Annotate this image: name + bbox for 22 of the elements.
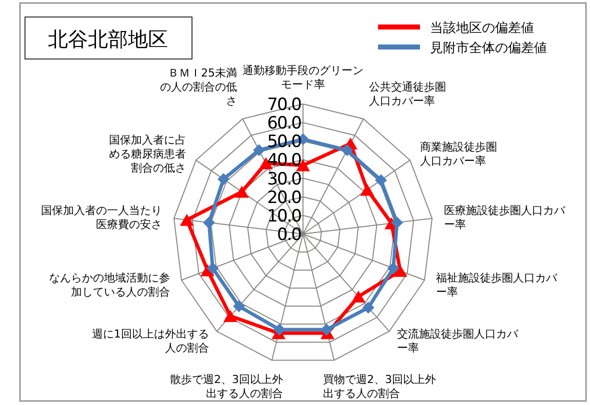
- y-tick-label: 30.0: [267, 169, 302, 190]
- spoke-label: 交流施設徒歩圏人口カバー率: [397, 327, 520, 354]
- spoke-label: 福祉施設徒歩圏人口カバー率: [436, 271, 558, 298]
- spoke-label: 医療施設徒歩圏人口カバー率: [444, 204, 566, 231]
- legend-label: 見附市全体の偏差値: [430, 41, 547, 56]
- spoke-label: 公共交通徒歩圏人口カバー率: [368, 80, 446, 108]
- y-tick-label: 70.0: [267, 95, 302, 115]
- spoke-label: ＢＭＩ25未満の人の割合の低さ: [160, 66, 238, 108]
- spoke-label: 国保加入者の一人当たり医療費の安さ: [41, 204, 162, 231]
- spoke-label: なんらかの地域活動に参加している人の割合: [49, 271, 170, 298]
- chart-title: 北谷北部地区: [48, 27, 168, 51]
- spoke-label: 週に1回以上は外出する人の割合: [92, 327, 209, 354]
- spoke-label: 散歩で週2、3回以上外出する人の割合: [170, 372, 284, 400]
- spoke-label: 国保加入者に占める糖尿病患者割合の低さ: [109, 133, 186, 174]
- spoke-label: 通勤移動手段のグリーンモード率: [242, 64, 364, 91]
- y-tick-label: 0.0: [276, 225, 302, 245]
- y-tick-label: 10.0: [267, 206, 302, 226]
- spoke-label: 買物で週2、3回以上外出する人の割合: [322, 372, 436, 400]
- y-tick-label: 60.0: [267, 114, 302, 134]
- spoke-label: 商業施設徒歩圏人口カバー率: [420, 140, 497, 168]
- y-tick-label: 20.0: [267, 188, 302, 208]
- legend-label: 当該地区の偏差値: [430, 20, 534, 36]
